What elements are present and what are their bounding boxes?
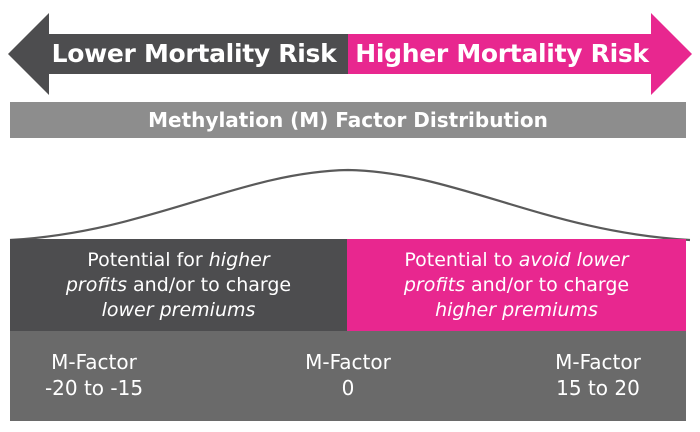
mortality-risk-arrow [8, 13, 692, 95]
distribution-title-bar: Methylation (M) Factor Distribution [10, 102, 686, 138]
higher-risk-arrow-half [348, 13, 692, 95]
lower-risk-outcome-box: Potential for higher profits and/or to c… [10, 239, 347, 331]
higher-outcome-emphasis-3: higher premiums [435, 298, 598, 321]
higher-mortality-risk-label: Higher Mortality Risk [355, 39, 649, 68]
m-factor-mid-label: M-Factor [305, 350, 391, 374]
higher-risk-outcome-box: Potential to avoid lower profits and/or … [347, 239, 686, 331]
lower-outcome-text-2: and/or to charge [126, 273, 292, 296]
m-factor-high-value: 15 to 20 [556, 376, 640, 400]
lower-mortality-risk-label: Lower Mortality Risk [51, 39, 337, 68]
bell-curve-line [9, 168, 691, 242]
m-factor-high: M-Factor 15 to 20 [528, 349, 668, 401]
lower-outcome-emphasis-2: profits [65, 273, 127, 296]
m-factor-low-value: -20 to -15 [44, 376, 144, 400]
m-factor-mid-value: 0 [341, 376, 355, 400]
higher-outcome-emphasis-1: avoid lower [518, 248, 629, 271]
lower-risk-arrow-half [8, 13, 348, 95]
higher-outcome-emphasis-2: profits [403, 273, 465, 296]
lower-outcome-text-1: Potential for [87, 248, 209, 271]
bell-curve [9, 168, 691, 242]
higher-outcome-text-1: Potential to [404, 248, 519, 271]
m-factor-strip: M-Factor -20 to -15 M-Factor 0 M-Factor … [10, 331, 686, 421]
higher-outcome-text-2: and/or to charge [464, 273, 630, 296]
lower-outcome-emphasis-3: lower premiums [101, 298, 256, 321]
m-factor-mid: M-Factor 0 [278, 349, 418, 401]
m-factor-high-label: M-Factor [555, 350, 641, 374]
m-factor-low-label: M-Factor [51, 350, 137, 374]
m-factor-low: M-Factor -20 to -15 [24, 349, 164, 401]
lower-outcome-emphasis-1: higher [208, 248, 270, 271]
